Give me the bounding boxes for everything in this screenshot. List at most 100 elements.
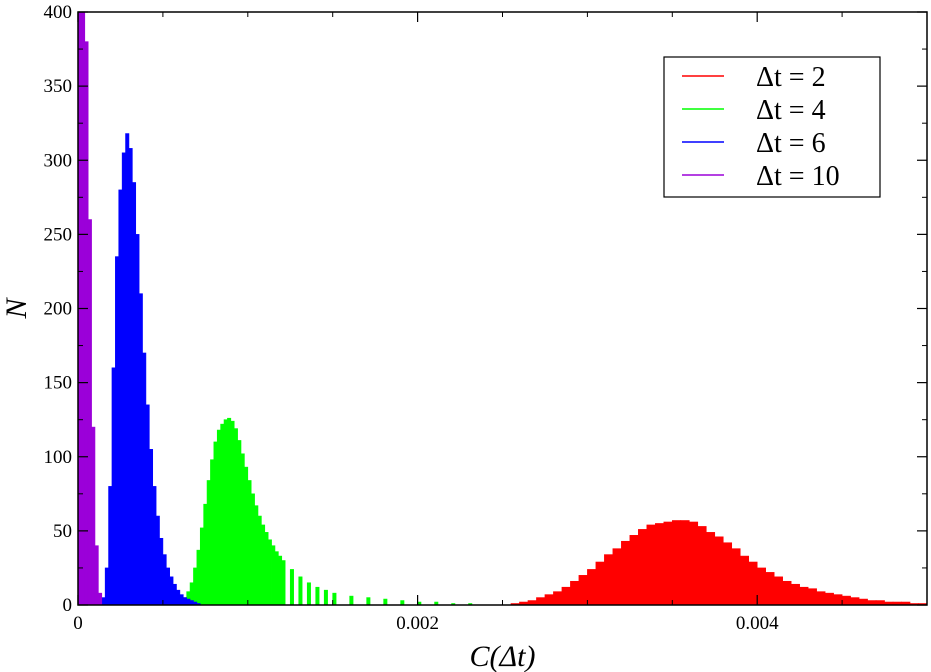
bar bbox=[84, 41, 89, 606]
bar bbox=[638, 529, 648, 606]
bar bbox=[553, 591, 563, 606]
bar bbox=[247, 480, 252, 606]
y-tick-label: 200 bbox=[44, 299, 73, 320]
bar bbox=[104, 567, 109, 606]
bar bbox=[332, 592, 337, 606]
bar bbox=[646, 524, 656, 606]
bar bbox=[193, 567, 198, 606]
legend-label: Δt = 2 bbox=[756, 62, 826, 93]
bar bbox=[118, 189, 123, 606]
bar bbox=[366, 597, 371, 606]
bar bbox=[162, 554, 167, 606]
bar bbox=[816, 591, 826, 606]
bar bbox=[315, 586, 320, 606]
bar bbox=[165, 567, 170, 606]
bar bbox=[278, 555, 283, 606]
bar bbox=[220, 423, 225, 606]
y-axis-title: N bbox=[0, 297, 33, 320]
bar bbox=[91, 426, 96, 606]
bar bbox=[799, 586, 809, 606]
bar bbox=[688, 521, 699, 606]
bar bbox=[240, 453, 245, 606]
y-tick-label: 300 bbox=[44, 150, 73, 171]
bar bbox=[176, 589, 181, 606]
bar bbox=[824, 592, 834, 606]
bar bbox=[128, 148, 133, 606]
legend-label: Δt = 4 bbox=[756, 95, 826, 126]
bar bbox=[230, 420, 235, 606]
bar bbox=[101, 597, 106, 606]
bar bbox=[705, 532, 716, 606]
bar bbox=[142, 352, 147, 606]
bar bbox=[213, 441, 218, 606]
bar bbox=[833, 594, 843, 606]
bar bbox=[544, 594, 554, 606]
bar bbox=[169, 576, 174, 606]
bar bbox=[714, 536, 724, 606]
bar bbox=[731, 548, 741, 606]
bar bbox=[383, 598, 388, 606]
bar bbox=[254, 505, 259, 606]
y-tick-label: 250 bbox=[44, 224, 73, 245]
bar bbox=[595, 561, 605, 606]
bar bbox=[274, 551, 279, 606]
bar bbox=[281, 560, 286, 606]
bar bbox=[790, 583, 800, 606]
bar bbox=[561, 586, 571, 606]
bar bbox=[257, 515, 262, 606]
bar bbox=[196, 549, 201, 606]
bar bbox=[841, 595, 851, 606]
bar bbox=[629, 535, 639, 606]
bar bbox=[671, 520, 682, 606]
bar bbox=[94, 545, 99, 606]
bar bbox=[250, 493, 255, 606]
bar bbox=[203, 503, 208, 606]
bar bbox=[138, 293, 143, 606]
legend-label: Δt = 10 bbox=[756, 161, 840, 192]
bar bbox=[604, 554, 614, 606]
y-tick-label: 350 bbox=[44, 76, 73, 97]
bar bbox=[179, 594, 184, 606]
bar bbox=[186, 598, 191, 606]
bar bbox=[655, 523, 665, 606]
bar bbox=[578, 575, 588, 606]
bar bbox=[206, 480, 211, 606]
bar bbox=[172, 583, 177, 606]
bar bbox=[773, 576, 783, 606]
bar bbox=[289, 569, 294, 606]
bar bbox=[261, 524, 266, 606]
bar bbox=[227, 417, 232, 606]
bar bbox=[807, 588, 817, 606]
bar bbox=[121, 152, 126, 606]
bar bbox=[323, 589, 328, 606]
bar bbox=[765, 572, 775, 606]
bar bbox=[739, 555, 750, 606]
bar bbox=[680, 520, 690, 606]
x-tick-label: 0 bbox=[73, 613, 83, 634]
y-tick-label: 150 bbox=[44, 373, 73, 394]
bar bbox=[621, 540, 631, 606]
bar bbox=[152, 486, 157, 606]
x-axis-title: C(Δt) bbox=[470, 640, 536, 672]
series-1 bbox=[179, 417, 473, 606]
bar bbox=[264, 532, 269, 606]
bar bbox=[132, 182, 137, 606]
bar bbox=[145, 404, 150, 606]
bar bbox=[697, 526, 707, 606]
bar bbox=[748, 561, 758, 606]
bar bbox=[125, 133, 130, 606]
x-tick-label: 0.004 bbox=[736, 613, 779, 634]
bar bbox=[267, 539, 272, 606]
bar bbox=[87, 219, 92, 606]
bar bbox=[858, 598, 868, 606]
bar bbox=[271, 545, 276, 606]
bar bbox=[237, 440, 242, 606]
bar bbox=[115, 256, 120, 606]
bar bbox=[199, 527, 204, 606]
legend: Δt = 2Δt = 4Δt = 6Δt = 10 bbox=[663, 56, 881, 198]
bar bbox=[536, 597, 546, 606]
bar bbox=[663, 521, 673, 606]
y-tick-label: 100 bbox=[44, 447, 73, 468]
y-tick-label: 400 bbox=[44, 2, 73, 23]
